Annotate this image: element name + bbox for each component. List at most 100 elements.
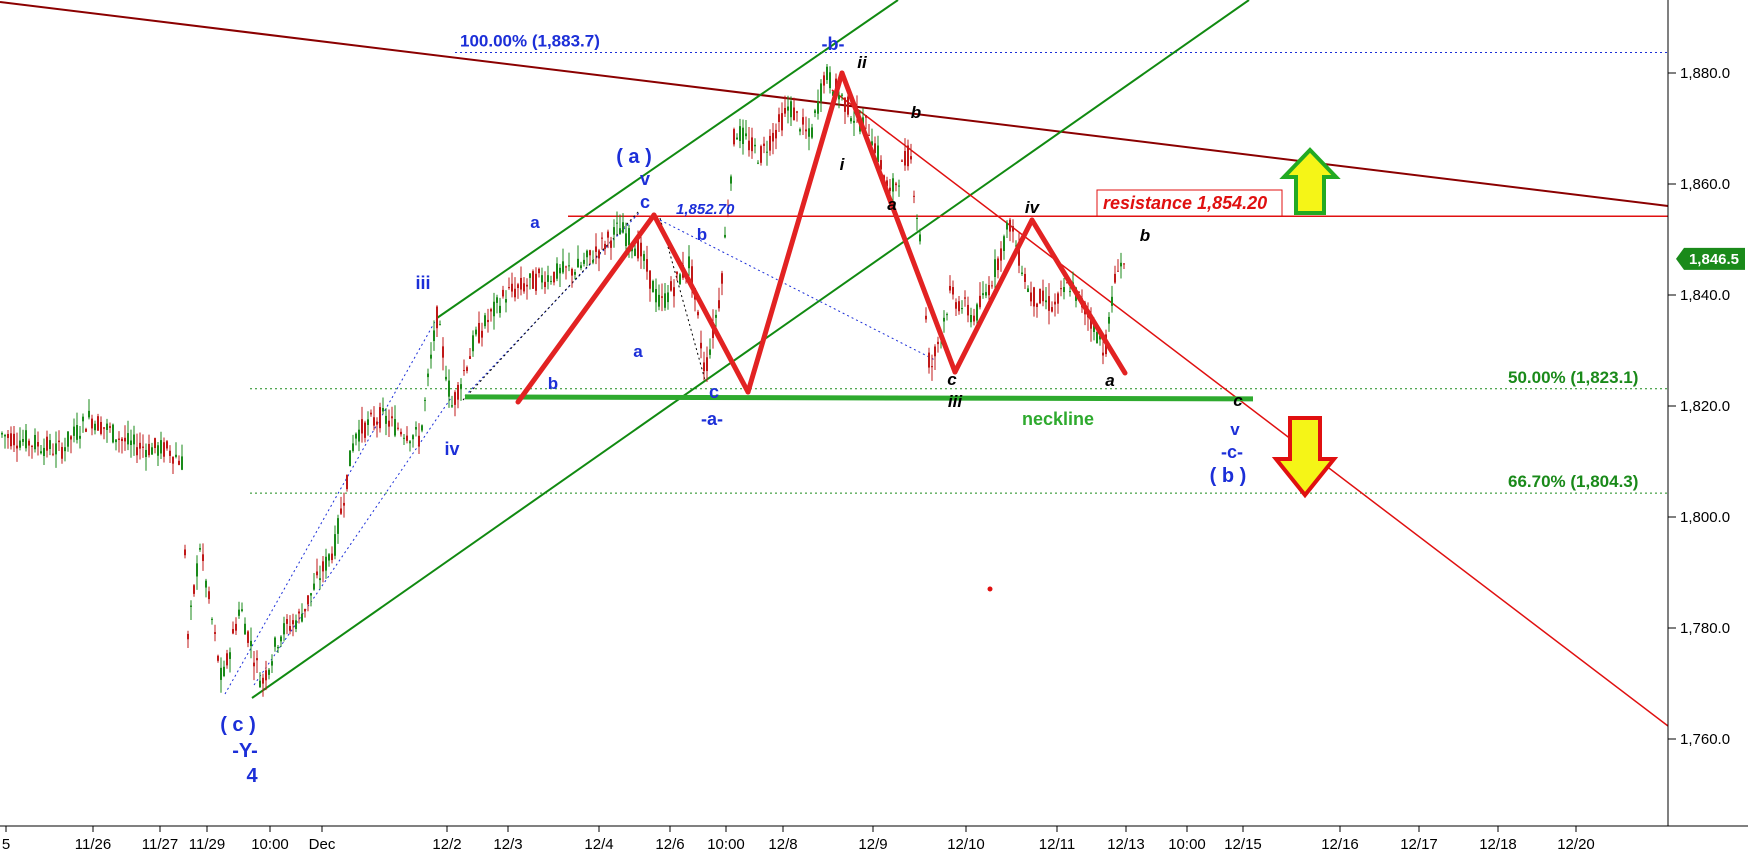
candle-body — [637, 239, 639, 259]
time-tick-label: 11/29 — [189, 836, 225, 852]
time-tick-label: 10:00 — [707, 836, 745, 852]
candle-body — [964, 297, 966, 299]
candle-body — [112, 424, 114, 443]
candle-body — [541, 275, 543, 283]
candle-body — [1033, 287, 1035, 307]
candle-body — [376, 421, 378, 425]
candle-body — [382, 408, 384, 412]
candle-body — [886, 180, 888, 187]
candle-body — [1009, 219, 1011, 232]
candle-body — [400, 431, 402, 435]
candle-body — [1057, 293, 1059, 304]
candle-body — [346, 474, 348, 490]
wave-label-blue: -c- — [1221, 442, 1243, 462]
candle-body — [250, 640, 252, 647]
candle-body — [772, 132, 774, 142]
candle-body — [967, 304, 969, 316]
candle-body — [625, 233, 627, 247]
candle-body — [238, 609, 240, 616]
candle-body — [577, 258, 579, 268]
candle-body — [199, 548, 201, 550]
candle-body — [313, 583, 315, 590]
wave-label-blue: a — [530, 213, 540, 232]
candle-body — [103, 427, 105, 429]
candle-body — [403, 437, 405, 439]
wave-label-black: ii — [857, 53, 868, 72]
candle-body — [1108, 316, 1110, 324]
candle-body — [574, 271, 576, 275]
candle-body — [424, 399, 426, 401]
channel-upper-line — [436, 0, 899, 319]
time-tick-label: 12/6 — [655, 836, 684, 852]
wave-label-blue: -a- — [701, 409, 723, 429]
candle-body — [604, 243, 606, 249]
candle-body — [130, 440, 132, 446]
down-arrow-icon — [1271, 416, 1339, 499]
time-tick-label: Dec — [309, 836, 336, 852]
candle-body — [394, 419, 396, 436]
candle-body — [658, 294, 660, 307]
candle-body — [589, 250, 591, 256]
candle-body — [733, 129, 735, 145]
candle-body — [670, 281, 672, 291]
candle-body — [724, 234, 726, 238]
candle-body — [136, 447, 138, 456]
candle-body — [166, 441, 168, 449]
candle-body — [331, 553, 333, 561]
candle-body — [1024, 273, 1026, 282]
candle-body — [811, 127, 813, 138]
candle-body — [43, 447, 45, 457]
candle-body — [934, 346, 936, 357]
candle-body — [280, 636, 282, 642]
last-price-label: 1,846.5 — [1689, 251, 1739, 268]
candle-body — [997, 258, 999, 271]
candle-body — [28, 440, 30, 446]
candle-body — [190, 605, 192, 607]
wave-label-blue: a — [633, 342, 643, 361]
candle-body — [304, 608, 306, 612]
candle-body — [22, 439, 24, 442]
candle-body — [547, 275, 549, 282]
channel-lower-line — [251, 0, 1250, 699]
candle-body — [262, 677, 264, 684]
wave-label-black: c — [947, 370, 957, 389]
candle-body — [259, 680, 261, 688]
candle-body — [880, 160, 882, 170]
candle-body — [850, 118, 852, 122]
candle-body — [16, 445, 18, 449]
candle-body — [949, 285, 951, 291]
price-candles — [1, 64, 1125, 697]
candle-body — [58, 440, 60, 443]
candle-body — [490, 309, 492, 312]
candle-body — [19, 440, 21, 448]
candle-body — [184, 549, 186, 556]
candle-body — [1051, 307, 1053, 312]
candle-body — [790, 101, 792, 118]
candle-body — [781, 113, 783, 131]
candle-body — [364, 422, 366, 438]
candle-body — [148, 443, 150, 456]
candle-body — [853, 120, 855, 123]
candle-body — [220, 667, 222, 680]
candle-body — [745, 133, 747, 137]
candle-body — [46, 436, 48, 451]
candle-body — [775, 129, 777, 139]
wave-label-black: b — [911, 103, 921, 122]
candle-body — [37, 442, 39, 447]
candle-body — [322, 561, 324, 572]
candle-body — [202, 554, 204, 562]
candle-body — [265, 670, 267, 681]
candle-body — [613, 227, 615, 235]
candle-body — [652, 281, 654, 293]
candle-body — [592, 259, 594, 263]
wave-label-blue: -b- — [822, 34, 845, 54]
candle-body — [838, 95, 840, 100]
candle-body — [64, 447, 66, 452]
candle-body — [385, 415, 387, 424]
candle-body — [34, 434, 36, 450]
candle-body — [502, 289, 504, 297]
candle-body — [349, 450, 351, 467]
pattern-segment — [745, 70, 845, 395]
candle-body — [973, 315, 975, 322]
